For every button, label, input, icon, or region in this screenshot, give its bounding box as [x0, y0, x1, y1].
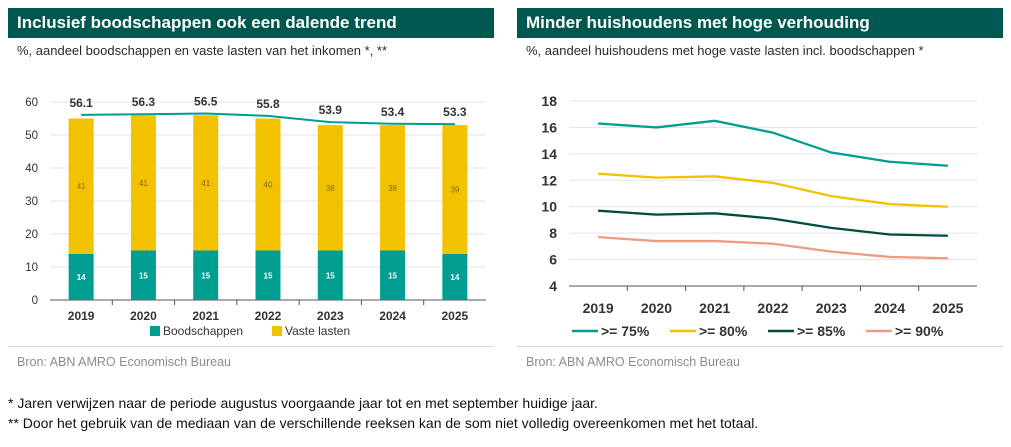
- total-label: 53.4: [381, 105, 405, 119]
- line-chart-panel: Minder huishoudens met hoge verhouding %…: [517, 8, 1003, 378]
- bar-label-vaste-lasten: 39: [450, 185, 459, 194]
- y-tick-label: 16: [541, 119, 557, 135]
- x-tick-label: 2025: [442, 309, 469, 323]
- y-tick-label: 20: [25, 229, 38, 241]
- bar-chart: 0 10 20 30 40 50 60 14 41 2019 15 41 2020 15 41 2021 15 4…: [25, 95, 486, 338]
- bar-vaste-lasten: [442, 125, 468, 254]
- x-tick-label: 2019: [583, 300, 614, 316]
- y-tick-label: 60: [25, 97, 38, 109]
- x-tick-label: 2025: [932, 300, 963, 316]
- bar-boodschappen: [68, 253, 94, 300]
- y-tick-label: 50: [25, 130, 38, 142]
- total-label: 53.3: [443, 105, 467, 119]
- bar-boodschappen: [255, 250, 281, 300]
- bar-vaste-lasten: [317, 125, 343, 251]
- x-tick-label: 2022: [757, 300, 788, 316]
- y-tick-label: 40: [25, 163, 38, 175]
- bar-chart-panel: Inclusief boodschappen ook een dalende t…: [8, 8, 494, 378]
- legend-swatch-boodschappen: [150, 326, 160, 336]
- bar-label-boodschappen: 14: [450, 273, 459, 282]
- legend-label-boodschappen: Boodschappen: [163, 324, 243, 338]
- bar-label-boodschappen: 15: [139, 271, 148, 280]
- total-label: 56.3: [132, 95, 156, 109]
- bar-label-vaste-lasten: 41: [201, 179, 210, 188]
- bar-vaste-lasten: [130, 115, 156, 251]
- bar-boodschappen: [130, 250, 156, 300]
- bar-label-vaste-lasten: 41: [139, 179, 148, 188]
- footnotes: * Jaren verwijzen naar de periode august…: [8, 393, 758, 433]
- legend-swatch-vaste-lasten: [272, 326, 282, 336]
- bar-label-vaste-lasten: 40: [264, 181, 273, 190]
- series-line: [598, 235, 948, 260]
- total-label: 53.9: [319, 103, 343, 117]
- x-tick-label: 2020: [130, 309, 157, 323]
- legend-label: >= 80%: [699, 323, 748, 339]
- x-tick-label: 2020: [641, 300, 672, 316]
- total-line: [81, 112, 455, 126]
- total-label: 56.1: [69, 96, 93, 110]
- y-tick-label: 0: [32, 295, 38, 307]
- bar-label-boodschappen: 15: [326, 271, 335, 280]
- bar-boodschappen: [317, 250, 343, 300]
- legend-label-vaste-lasten: Vaste lasten: [285, 324, 350, 338]
- line-chart-source: Bron: ABN AMRO Economisch Bureau: [517, 346, 1003, 369]
- line-chart-title: Minder huishoudens met hoge verhouding: [517, 8, 1003, 38]
- line-chart-subtitle: %, aandeel huishoudens met hoge vaste la…: [526, 43, 924, 58]
- bar-label-vaste-lasten: 41: [77, 182, 86, 191]
- bar-boodschappen: [380, 250, 406, 300]
- y-tick-label: 4: [549, 278, 557, 294]
- x-tick-label: 2023: [317, 309, 344, 323]
- y-tick-label: 10: [25, 262, 38, 274]
- series-line: [598, 119, 948, 167]
- line-chart: 4 6 8 10 12 14 16 18 2019 2020 2021 2022 2023 2024 202…: [541, 93, 977, 339]
- bar-vaste-lasten: [193, 115, 219, 251]
- bar-label-boodschappen: 15: [388, 271, 397, 280]
- x-tick-label: 2022: [255, 309, 282, 323]
- y-tick-label: 12: [541, 172, 557, 188]
- x-tick-label: 2021: [192, 309, 219, 323]
- x-tick-label: 2024: [379, 309, 406, 323]
- y-tick-label: 14: [541, 146, 557, 162]
- y-tick-label: 10: [541, 199, 557, 215]
- bar-chart-subtitle: %, aandeel boodschappen en vaste lasten …: [17, 43, 388, 58]
- x-tick-label: 2023: [816, 300, 847, 316]
- bar-label-boodschappen: 14: [77, 273, 86, 282]
- bar-label-vaste-lasten: 38: [326, 184, 335, 193]
- bar-vaste-lasten: [68, 118, 94, 254]
- bar-chart-source: Bron: ABN AMRO Economisch Bureau: [8, 346, 494, 369]
- bar-label-boodschappen: 15: [264, 271, 273, 280]
- footnote-1: * Jaren verwijzen naar de periode august…: [8, 395, 598, 411]
- total-label: 56.5: [194, 95, 218, 109]
- bar-label-boodschappen: 15: [201, 271, 210, 280]
- x-tick-label: 2021: [699, 300, 730, 316]
- y-tick-label: 18: [541, 93, 557, 109]
- legend-label: >= 75%: [601, 323, 650, 339]
- total-label: 55.8: [256, 97, 280, 111]
- bar-label-vaste-lasten: 38: [388, 184, 397, 193]
- x-tick-label: 2024: [874, 300, 905, 316]
- bar-chart-title: Inclusief boodschappen ook een dalende t…: [8, 8, 494, 38]
- legend-label: >= 85%: [797, 323, 846, 339]
- y-tick-label: 30: [25, 196, 38, 208]
- x-tick-label: 2019: [68, 309, 95, 323]
- series-line: [598, 172, 948, 208]
- bar-boodschappen: [442, 253, 468, 300]
- y-tick-label: 6: [549, 252, 557, 268]
- legend-label: >= 90%: [895, 323, 944, 339]
- bar-vaste-lasten: [255, 118, 281, 251]
- bar-vaste-lasten: [380, 125, 406, 251]
- y-tick-label: 8: [549, 225, 557, 241]
- series-line: [598, 209, 948, 237]
- bar-boodschappen: [193, 250, 219, 300]
- footnote-2: ** Door het gebruik van de mediaan van d…: [8, 415, 759, 431]
